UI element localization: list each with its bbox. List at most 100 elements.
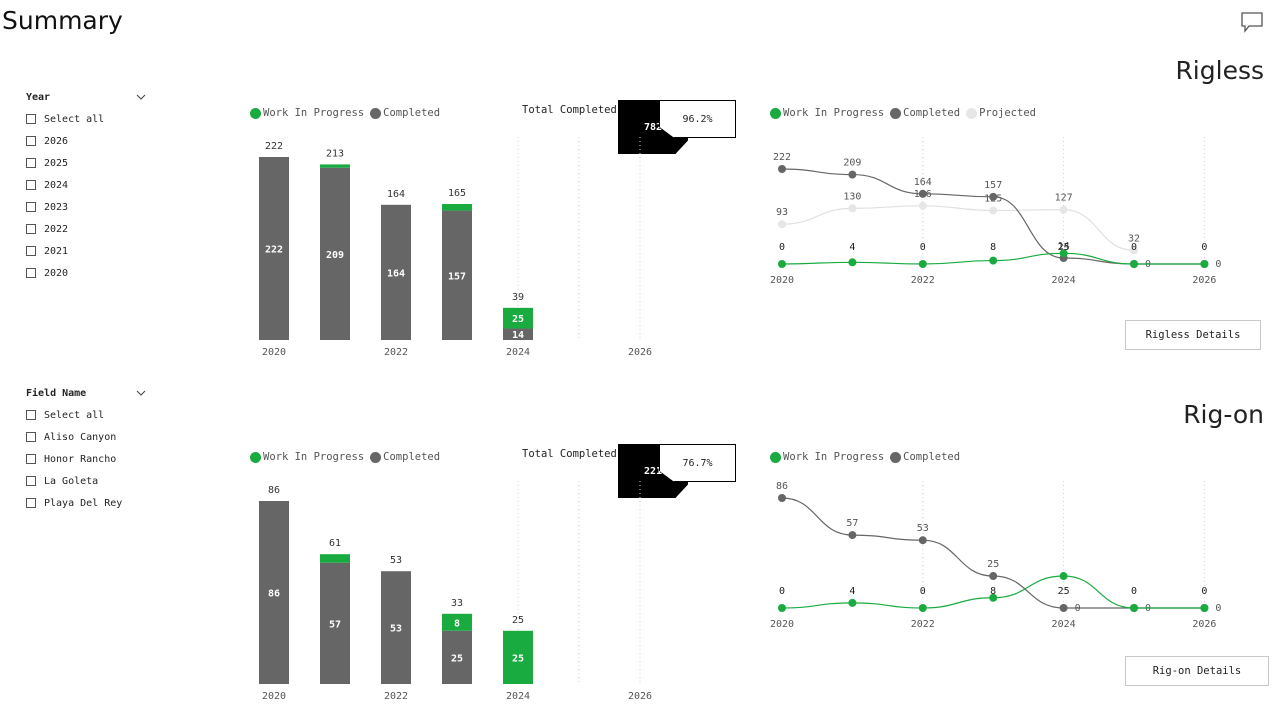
checkbox[interactable] <box>26 432 36 442</box>
year-slicer-header[interactable]: Year <box>26 92 146 108</box>
bar-wip <box>320 554 350 563</box>
year-option-label: 2024 <box>44 179 69 191</box>
field-option-label: Playa Del Rey <box>44 497 123 509</box>
checkbox[interactable] <box>26 246 36 256</box>
rigless-kpi-label: Total Completed: <box>522 104 624 116</box>
legend-wip[interactable]: Work In Progress <box>250 107 364 119</box>
data-point <box>918 536 927 545</box>
rigless-line-legend: Work In Progress Completed Projected <box>770 107 1042 119</box>
data-label: 25 <box>1058 242 1070 253</box>
legend-wip[interactable]: Work In Progress <box>770 107 884 119</box>
x-tick-label: 2022 <box>911 275 935 286</box>
legend-projected[interactable]: Projected <box>966 107 1036 119</box>
x-tick-label: 2020 <box>770 619 794 630</box>
x-tick-label: 2020 <box>770 275 794 286</box>
data-label: 0 <box>779 586 785 597</box>
data-label: 32 <box>1128 233 1140 244</box>
checkbox[interactable] <box>26 136 36 146</box>
checkbox[interactable] <box>26 224 36 234</box>
x-tick-label: 2026 <box>1192 619 1216 630</box>
data-point <box>778 604 786 612</box>
rigless-details-button[interactable]: Rigless Details <box>1125 320 1261 350</box>
data-label: 4 <box>849 242 855 253</box>
data-point <box>989 256 998 265</box>
checkbox[interactable] <box>26 114 36 124</box>
field-option-label: Honor Rancho <box>44 453 117 465</box>
checkbox[interactable] <box>26 454 36 464</box>
checkbox[interactable] <box>26 498 36 508</box>
data-point <box>848 170 857 179</box>
x-tick-label: 2026 <box>628 347 652 358</box>
checkbox[interactable] <box>26 202 36 212</box>
bar-completed <box>320 167 350 340</box>
bar-wip <box>320 164 350 168</box>
year-option-label: 2020 <box>44 267 69 279</box>
year-option[interactable]: Select all <box>26 108 146 130</box>
data-label: 8 <box>990 242 996 253</box>
comment-icon[interactable] <box>1240 11 1264 33</box>
legend-completed[interactable]: Completed <box>890 107 960 119</box>
legend-wip[interactable]: Work In Progress <box>770 451 884 463</box>
data-label: 4 <box>849 586 855 597</box>
year-option[interactable]: 2025 <box>26 152 146 174</box>
checkbox[interactable] <box>26 180 36 190</box>
legend-wip[interactable]: Work In Progress <box>250 451 364 463</box>
data-label: 53 <box>917 523 929 534</box>
field-option[interactable]: Playa Del Rey <box>26 492 146 514</box>
field-option[interactable]: La Goleta <box>26 470 146 492</box>
field-option[interactable]: Aliso Canyon <box>26 426 146 448</box>
rigon-details-button[interactable]: Rig-on Details <box>1125 656 1269 686</box>
checkbox[interactable] <box>26 410 36 420</box>
data-label: 209 <box>843 158 861 169</box>
field-option-label: La Goleta <box>44 475 99 487</box>
data-label: 0 <box>1215 603 1221 614</box>
data-label: 0 <box>920 242 926 253</box>
chevron-down-icon[interactable] <box>136 388 146 398</box>
rigon-line-legend: Work In Progress Completed <box>770 451 966 463</box>
data-point <box>778 220 786 229</box>
year-option[interactable]: 2026 <box>26 130 146 152</box>
legend-completed[interactable]: Completed <box>370 451 440 463</box>
field-slicer-header[interactable]: Field Name <box>26 388 146 404</box>
legend-completed[interactable]: Completed <box>370 107 440 119</box>
data-label: 25 <box>987 559 999 570</box>
field-option[interactable]: Select all <box>26 404 146 426</box>
bar-wip <box>503 307 533 329</box>
data-point <box>848 531 857 540</box>
rigless-title: Rigless <box>1175 56 1264 85</box>
bar-label: 14 <box>512 330 524 341</box>
x-tick-label: 2024 <box>1052 275 1076 286</box>
data-label: 0 <box>1131 586 1137 597</box>
data-point <box>848 598 857 607</box>
data-point <box>848 258 857 267</box>
year-option[interactable]: 2020 <box>26 262 146 284</box>
year-option[interactable]: 2021 <box>26 240 146 262</box>
data-point <box>989 206 998 215</box>
year-option-label: 2025 <box>44 157 69 169</box>
legend-completed[interactable]: Completed <box>890 451 960 463</box>
year-option[interactable]: 2022 <box>26 218 146 240</box>
data-label: 222 <box>773 152 791 163</box>
checkbox[interactable] <box>26 158 36 168</box>
series-line-projected <box>781 205 1135 251</box>
chevron-down-icon[interactable] <box>136 92 146 102</box>
year-option[interactable]: 2023 <box>26 196 146 218</box>
bar-total-label: 164 <box>387 189 405 200</box>
checkbox[interactable] <box>26 268 36 278</box>
data-label: 0 <box>920 586 926 597</box>
bar-total-label: 25 <box>512 615 524 626</box>
data-point <box>848 204 857 213</box>
data-label: 57 <box>846 518 858 529</box>
year-option[interactable]: 2024 <box>26 174 146 196</box>
data-label: 0 <box>1075 603 1081 614</box>
data-point <box>1130 604 1138 612</box>
bar-total-label: 165 <box>448 188 466 199</box>
checkbox[interactable] <box>26 476 36 486</box>
rigon-kpi-label: Total Completed: <box>522 448 624 460</box>
field-option[interactable]: Honor Rancho <box>26 448 146 470</box>
data-point <box>918 260 927 268</box>
bar-label: 25 <box>512 314 524 325</box>
data-label: 86 <box>776 481 788 492</box>
data-point <box>918 604 927 612</box>
